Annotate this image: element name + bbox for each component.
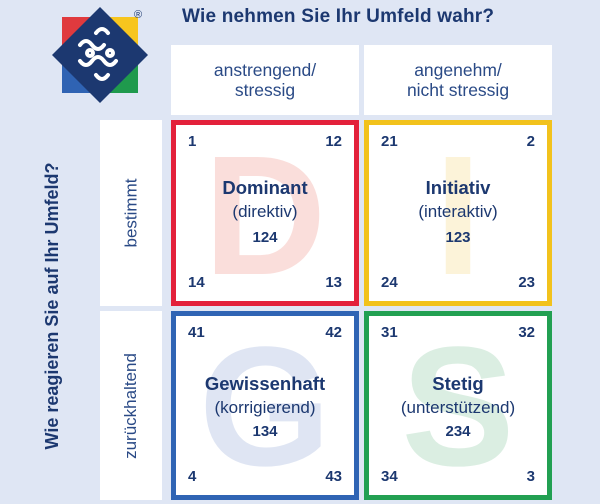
quadrant-letter: I [434,121,482,311]
quadrant-stetig: S 31 32 34 3 Stetig (unterstützend) 234 [364,311,552,500]
corner-top-right: 32 [518,324,535,341]
corner-bottom-right: 23 [518,274,535,291]
quadrant-name: Initiativ [425,177,491,198]
quadrant-subtitle: (unterstützend) [400,398,516,417]
quadrant-name: Dominant [222,177,308,198]
corner-bottom-left: 4 [188,468,197,485]
quadrant-subtitle: (korrigierend) [214,398,316,417]
quadrant-dominant: D 1 12 14 13 Dominant (direktiv) 124 [171,120,359,306]
quadrant-initiativ: I 21 2 24 23 Initiativ (interaktiv) 123 [364,120,552,306]
row-header-reserved-label: zurückhaltend [121,352,140,459]
column-header-stressful: anstrengend/ stressig [171,45,359,115]
quadrant-letter: S [401,312,515,502]
quadrant-subtitle: (direktiv) [232,202,298,221]
quadrant-code: 134 [252,423,278,440]
quadrant-name: Gewissenhaft [204,373,326,394]
side-title: Wie reagieren Sie auf Ihr Umfeld? [42,162,62,450]
corner-top-left: 41 [188,324,205,341]
page-title: Wie nehmen Sie Ihr Umfeld wahr? [182,6,495,27]
quadrant-subtitle: (interaktiv) [418,202,498,221]
disg-logo: ® [50,5,150,105]
corner-top-left: 31 [381,324,398,341]
corner-bottom-left: 14 [188,274,205,291]
corner-top-right: 42 [325,324,342,341]
logo-icon [52,7,148,103]
quadrant-name: Stetig [432,373,484,394]
row-header-reserved: zurückhaltend [100,311,162,500]
row-header-assertive: bestimmt [100,120,162,306]
corner-top-right: 12 [325,133,342,150]
corner-bottom-right: 43 [325,468,342,485]
quadrant-letter: G [198,312,332,502]
quadrant-code: 123 [445,229,471,246]
column-header-pleasant: angenehm/ nicht stressig [364,45,552,115]
quadrant-letter: D [203,121,327,311]
row-header-assertive-label: bestimmt [121,178,140,248]
corner-bottom-left: 34 [381,468,398,485]
quadrant-code: 124 [252,229,278,246]
corner-top-right: 2 [526,133,535,150]
corner-bottom-left: 24 [381,274,398,291]
registered-mark: ® [134,9,143,21]
corner-top-left: 21 [381,133,398,150]
corner-top-left: 1 [188,133,197,150]
quadrant-code: 234 [445,423,471,440]
quadrant-gewissenhaft: G 41 42 4 43 Gewissenhaft (korrigierend)… [171,311,359,500]
corner-bottom-right: 3 [526,468,535,485]
corner-bottom-right: 13 [325,274,342,291]
